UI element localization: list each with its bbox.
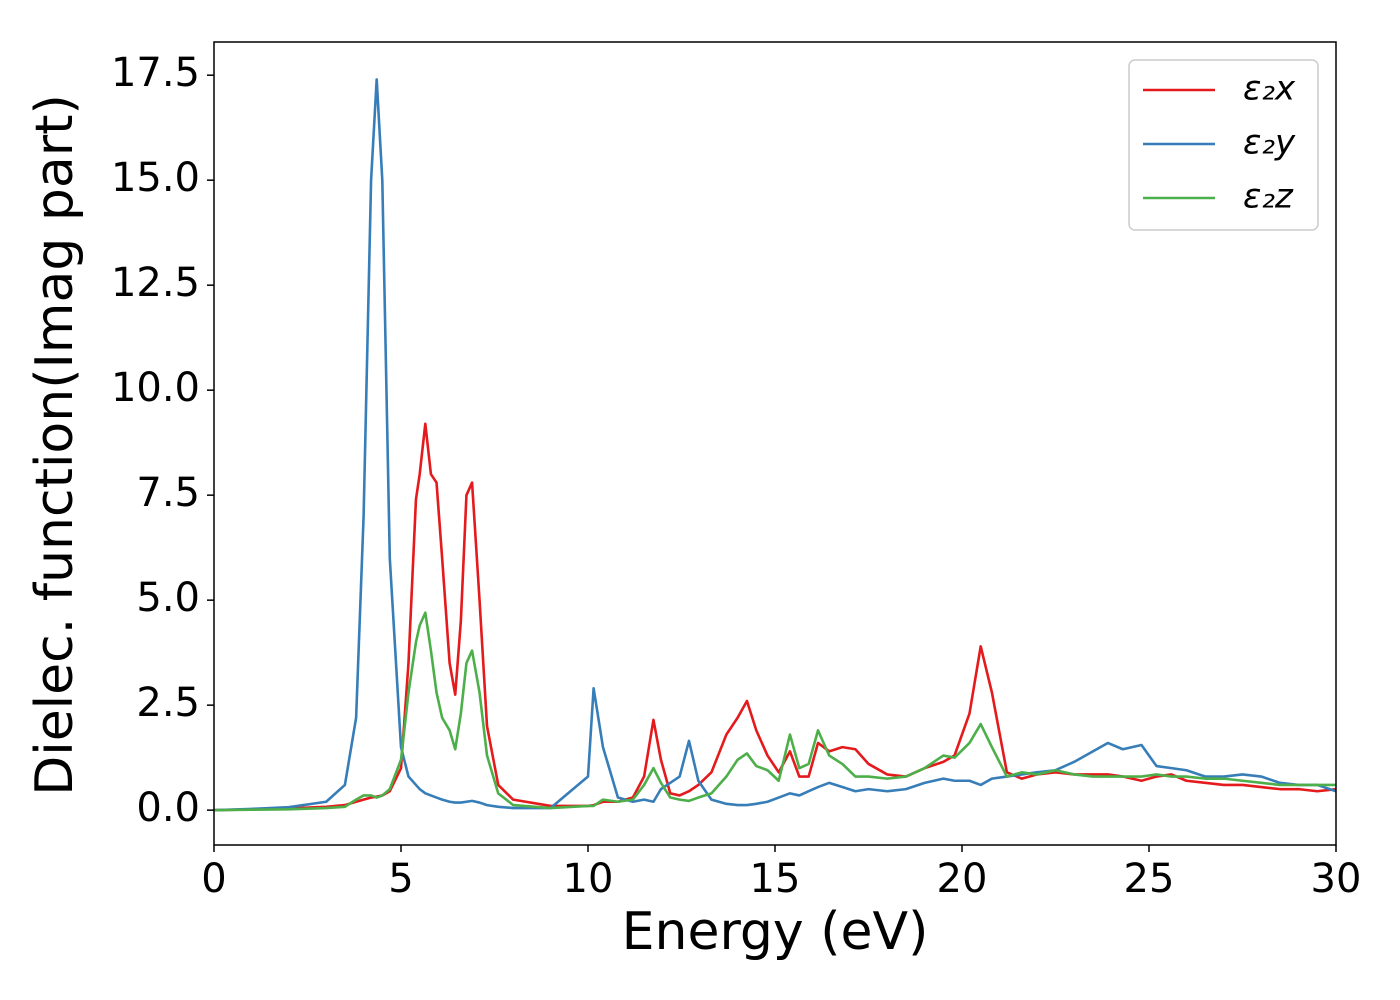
y-tick-label: 5.0 <box>136 575 200 621</box>
y-tick-label: 10.0 <box>111 365 200 411</box>
plot-frame <box>213 41 1337 846</box>
series-line <box>214 422 1336 812</box>
y-tick-label: 17.5 <box>111 50 200 96</box>
y-tick-label: 2.5 <box>136 680 200 726</box>
y-axis-label: Dielec. function(Imag part) <box>25 94 85 796</box>
legend-box <box>1128 59 1319 231</box>
legend-label: ε₂y <box>1243 123 1296 163</box>
legend-label: ε₂z <box>1243 177 1294 217</box>
x-tick-label: 30 <box>1311 856 1362 902</box>
x-tick-label: 0 <box>201 856 226 902</box>
series-line <box>214 78 1336 812</box>
y-tick-label: 12.5 <box>111 260 200 306</box>
y-tick-label: 0.0 <box>136 785 200 831</box>
x-axis-label: Energy (eV) <box>622 902 929 962</box>
y-tick-label: 7.5 <box>136 470 200 516</box>
legend-label: ε₂x <box>1243 69 1296 109</box>
x-tick-label: 20 <box>937 856 988 902</box>
series-line <box>214 611 1336 812</box>
y-tick-label: 15.0 <box>111 155 200 201</box>
x-tick-label: 25 <box>1124 856 1175 902</box>
x-tick-label: 5 <box>388 856 413 902</box>
x-tick-label: 15 <box>750 856 801 902</box>
x-tick-label: 10 <box>563 856 614 902</box>
